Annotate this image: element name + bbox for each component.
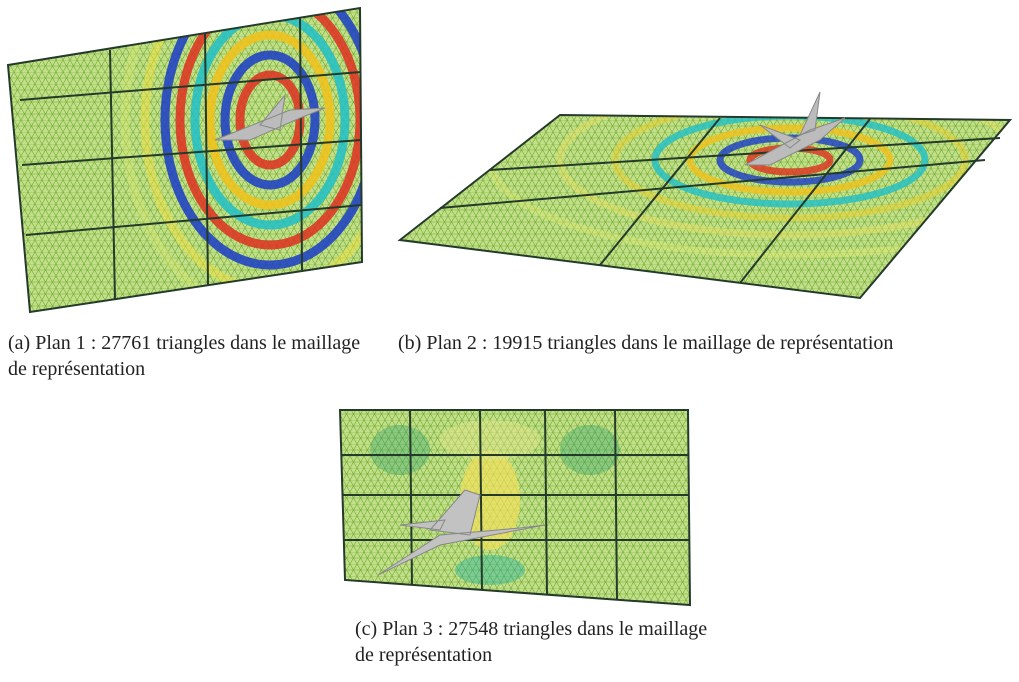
caption-a: (a) Plan 1 : 27761 triangles dans le mai… — [8, 332, 361, 380]
figure-c-image — [338, 409, 692, 607]
caption-b: (b) Plan 2 : 19915 triangles dans le mai… — [398, 332, 894, 354]
caption-c: (c) Plan 3 : 27548 triangles dans le mai… — [355, 618, 708, 666]
figure-b-image — [397, 91, 1013, 300]
figure-a-image — [6, 6, 364, 314]
